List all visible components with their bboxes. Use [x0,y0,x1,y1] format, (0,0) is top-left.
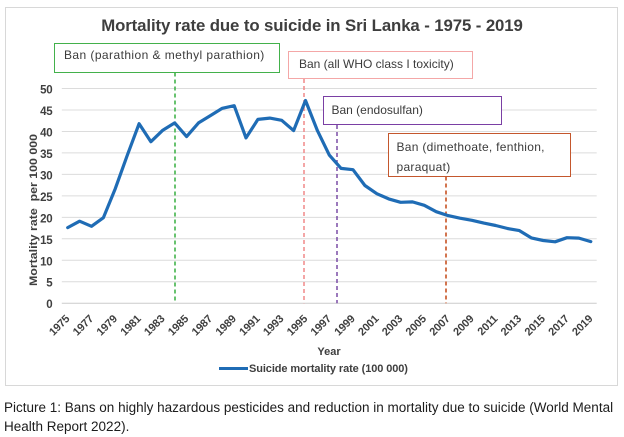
svg-text:2009: 2009 [451,313,476,338]
svg-text:1987: 1987 [190,313,215,338]
svg-text:1997: 1997 [309,313,334,338]
svg-text:1991: 1991 [237,313,262,338]
svg-text:2017: 2017 [546,313,571,338]
svg-text:25: 25 [40,192,53,204]
svg-text:50: 50 [40,85,52,97]
svg-text:1993: 1993 [261,313,286,338]
svg-text:2019: 2019 [570,313,595,338]
svg-text:2007: 2007 [427,313,452,338]
svg-text:2015: 2015 [523,313,548,338]
svg-text:2003: 2003 [380,313,405,338]
svg-text:1983: 1983 [142,313,167,338]
svg-text:45: 45 [40,106,53,118]
svg-text:1981: 1981 [118,313,143,338]
svg-text:2011: 2011 [476,313,501,338]
svg-text:1985: 1985 [166,313,191,338]
svg-text:Mortality rate per 100 000: Mortality rate per 100 000 [28,134,40,286]
svg-text:20: 20 [40,213,52,225]
svg-text:2005: 2005 [404,313,429,338]
svg-text:1999: 1999 [332,313,357,338]
svg-text:40: 40 [40,127,52,139]
svg-text:15: 15 [40,235,53,247]
svg-text:35: 35 [40,149,53,161]
svg-text:1989: 1989 [214,313,239,338]
svg-text:30: 30 [40,170,52,182]
svg-text:1975: 1975 [47,313,72,338]
svg-text:1979: 1979 [95,313,120,338]
svg-text:1977: 1977 [71,313,96,338]
svg-text:1995: 1995 [285,313,310,338]
svg-text:5: 5 [46,278,53,290]
svg-text:0: 0 [46,299,52,311]
svg-text:10: 10 [40,256,52,268]
svg-text:2013: 2013 [499,313,524,338]
svg-text:2001: 2001 [356,313,381,338]
